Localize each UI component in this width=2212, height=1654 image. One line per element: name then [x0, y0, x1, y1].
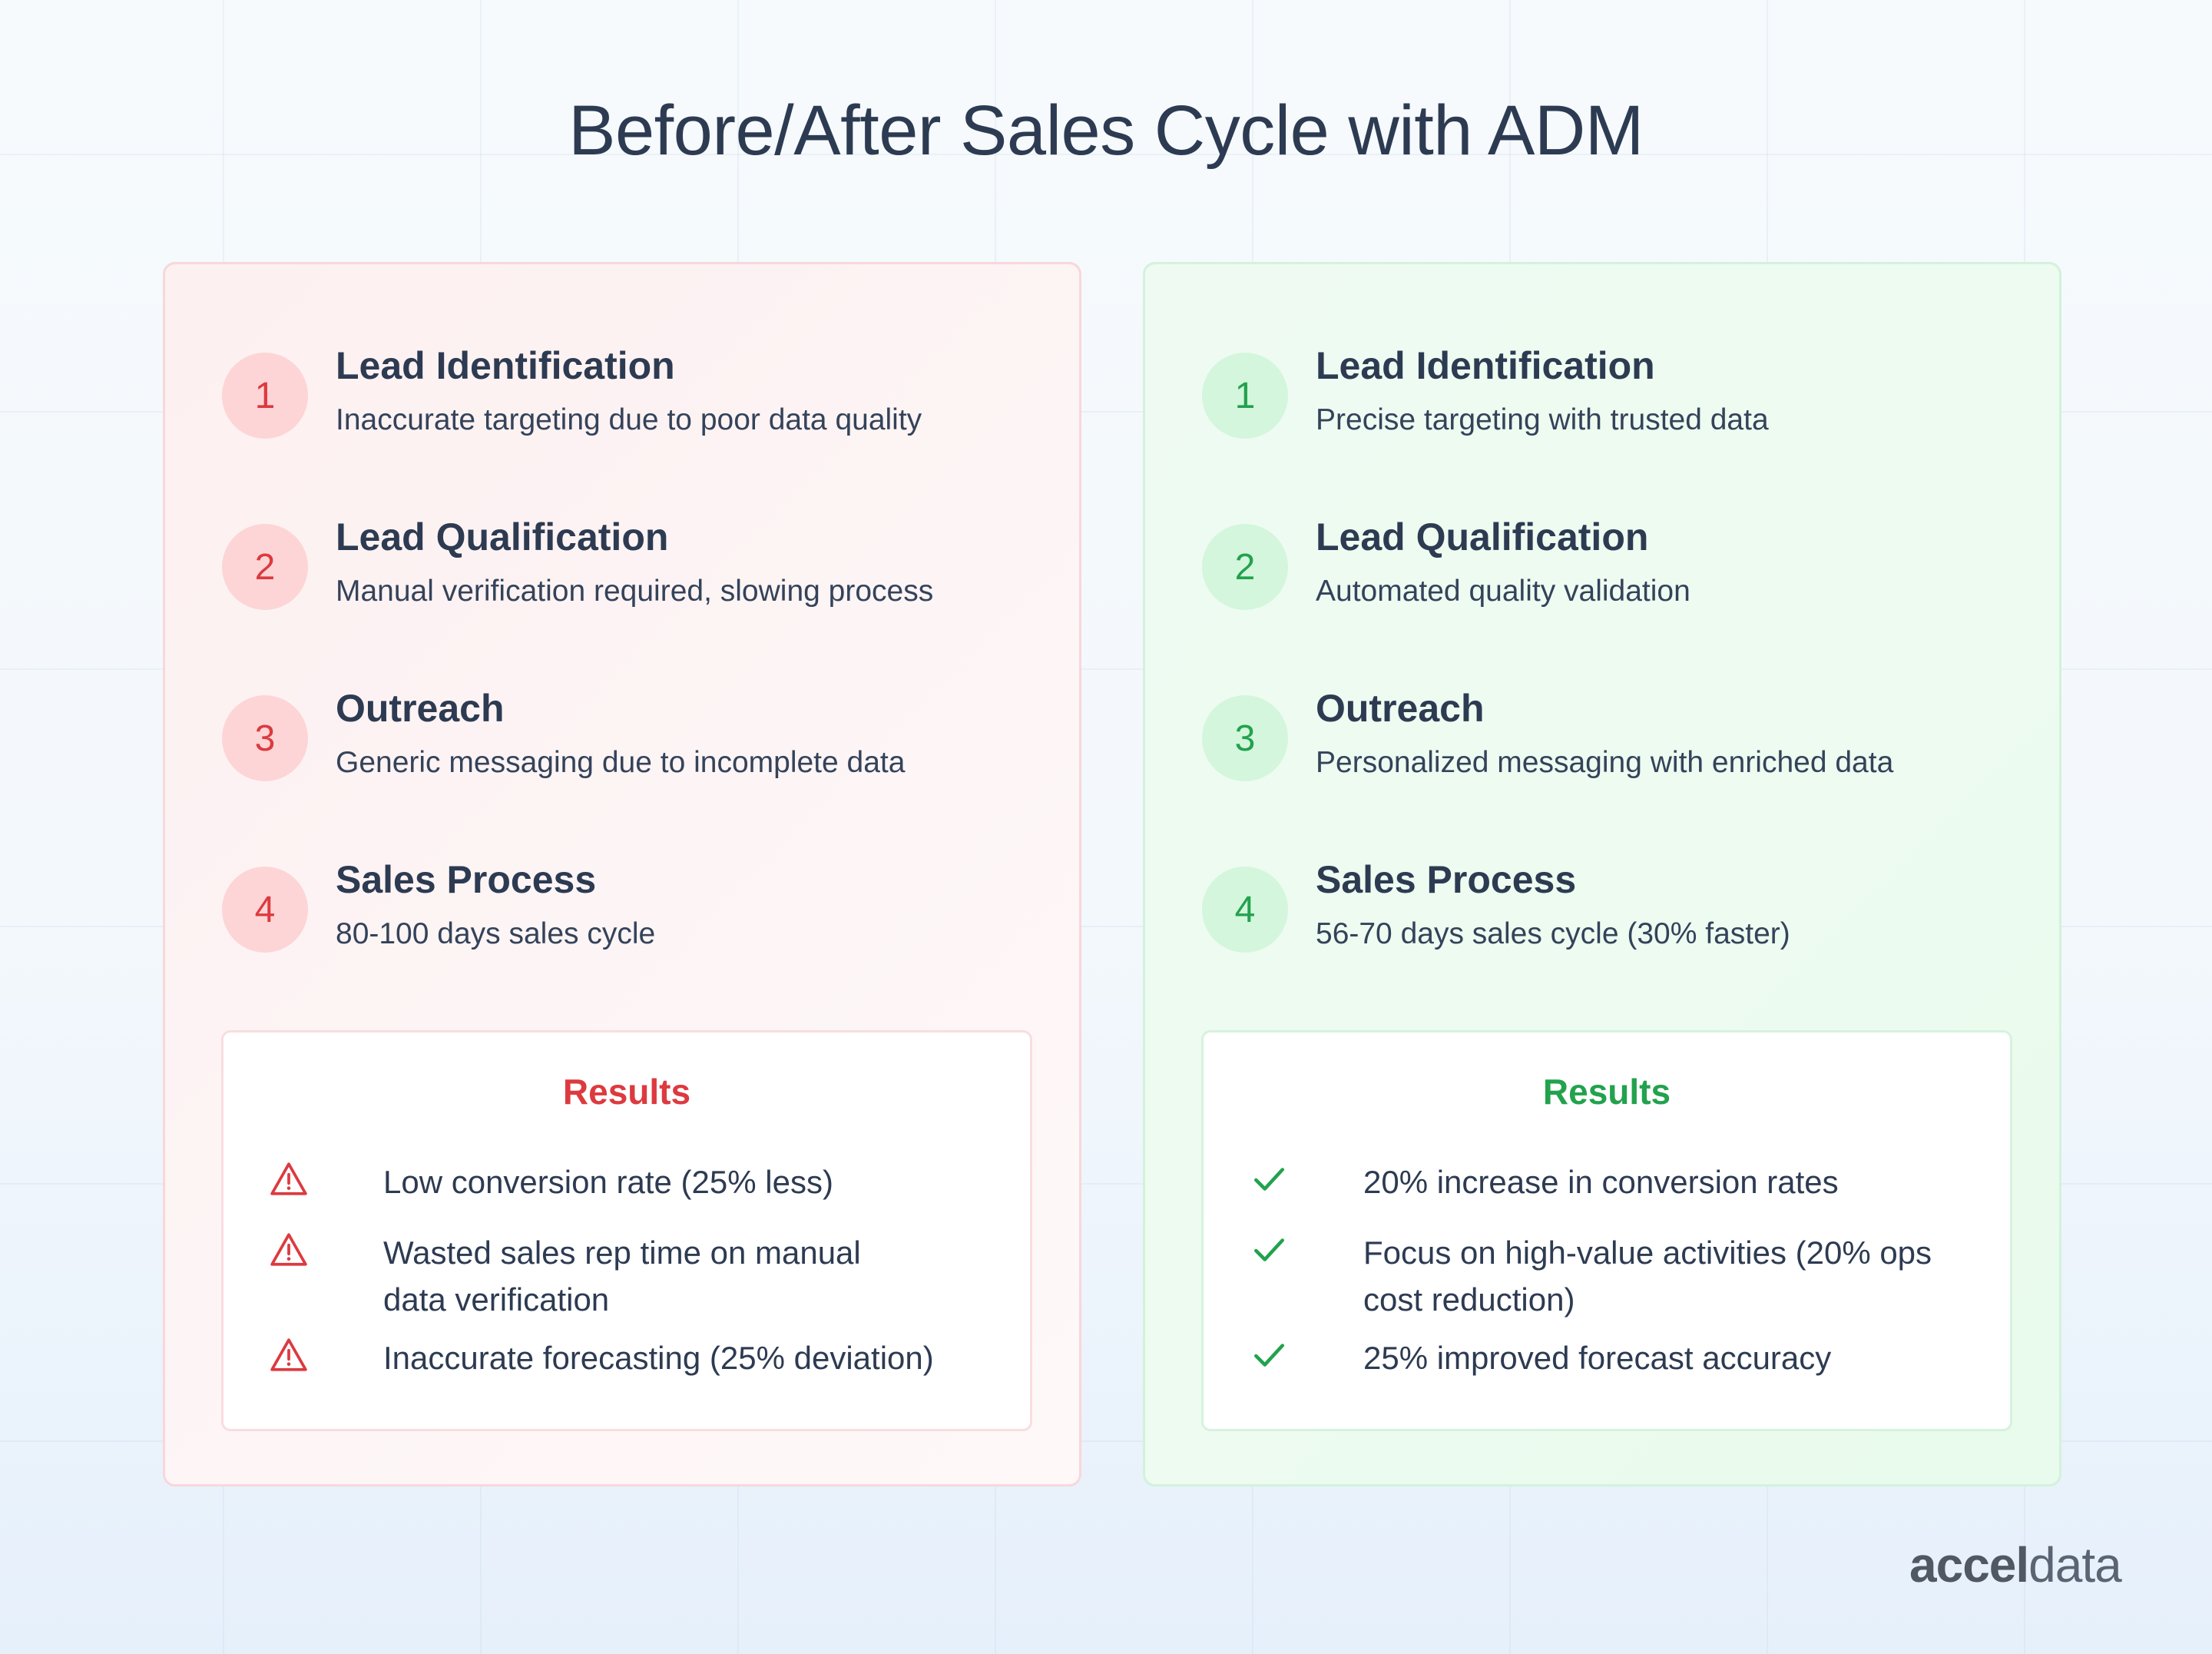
step-number-badge: 4 — [222, 867, 308, 953]
after-results-card: Results 20% increase in conversion rates… — [1201, 1030, 2012, 1431]
result-text: 20% increase in conversion rates — [1363, 1164, 1839, 1200]
page-title: Before/After Sales Cycle with ADM — [568, 91, 1644, 170]
step-number-badge: 3 — [222, 695, 308, 781]
logo-part-data: data — [2028, 1537, 2122, 1593]
step-title: Sales Process — [1316, 858, 1577, 901]
results-title: Results — [1542, 1072, 1671, 1112]
acceldata-logo: acceldata — [1909, 1536, 2122, 1593]
result-text: Wasted sales rep time on manual data ver… — [383, 1235, 861, 1318]
step-title: Lead Identification — [1316, 344, 1655, 387]
checkmark-icon — [1254, 1344, 1284, 1367]
step-title: Lead Qualification — [336, 515, 669, 559]
before-step-4: 4 Sales Process 80-100 days sales cycle — [222, 857, 1051, 957]
result-text: Focus on high-value activities (20% ops … — [1363, 1235, 1932, 1318]
before-step-3: 3 Outreach Generic messaging due to inco… — [222, 686, 1051, 786]
after-step-1: 1 Lead Identification Precise targeting … — [1202, 343, 2032, 443]
step-title: Lead Identification — [336, 344, 675, 387]
before-results-card: Results Low conversion rate (25% less) W… — [221, 1030, 1032, 1431]
checkmark-icon — [1254, 1238, 1284, 1261]
before-panel: 1 Lead Identification Inaccurate targeti… — [163, 262, 1081, 1487]
logo-part-accel: accel — [1909, 1537, 2029, 1593]
result-text: Low conversion rate (25% less) — [383, 1164, 833, 1200]
result-text: Inaccurate forecasting (25% deviation) — [383, 1340, 934, 1376]
step-number-badge: 2 — [222, 524, 308, 610]
step-description: Inaccurate targeting due to poor data qu… — [336, 403, 922, 436]
after-step-3: 3 Outreach Personalized messaging with e… — [1202, 686, 2032, 786]
before-step-2: 2 Lead Qualification Manual verification… — [222, 515, 1051, 615]
step-description: Automated quality validation — [1316, 575, 1690, 608]
step-description: Precise targeting with trusted data — [1316, 403, 1769, 436]
step-description: Generic messaging due to incomplete data — [336, 746, 906, 779]
step-description: Manual verification required, slowing pr… — [336, 575, 934, 608]
before-step-1: 1 Lead Identification Inaccurate targeti… — [222, 343, 1051, 443]
step-title: Outreach — [1316, 687, 1485, 730]
step-number-badge: 3 — [1202, 695, 1288, 781]
result-text: 25% improved forecast accuracy — [1363, 1340, 1832, 1376]
step-description: 80-100 days sales cycle — [336, 917, 656, 950]
step-number-badge: 2 — [1202, 524, 1288, 610]
after-panel: 1 Lead Identification Precise targeting … — [1143, 262, 2061, 1487]
results-title: Results — [562, 1072, 691, 1112]
step-title: Sales Process — [336, 858, 597, 901]
after-step-2: 2 Lead Qualification Automated quality v… — [1202, 515, 2032, 615]
warning-triangle-icon — [270, 1162, 307, 1195]
step-description: 56-70 days sales cycle (30% faster) — [1316, 917, 1790, 950]
step-title: Outreach — [336, 687, 505, 730]
warning-triangle-icon — [270, 1233, 307, 1266]
after-step-4: 4 Sales Process 56-70 days sales cycle (… — [1202, 857, 2032, 957]
step-description: Personalized messaging with enriched dat… — [1316, 746, 1894, 779]
step-number-badge: 4 — [1202, 867, 1288, 953]
step-number-badge: 1 — [222, 353, 308, 439]
checkmark-icon — [1254, 1168, 1284, 1191]
step-title: Lead Qualification — [1316, 515, 1649, 559]
warning-triangle-icon — [270, 1338, 307, 1371]
step-number-badge: 1 — [1202, 353, 1288, 439]
